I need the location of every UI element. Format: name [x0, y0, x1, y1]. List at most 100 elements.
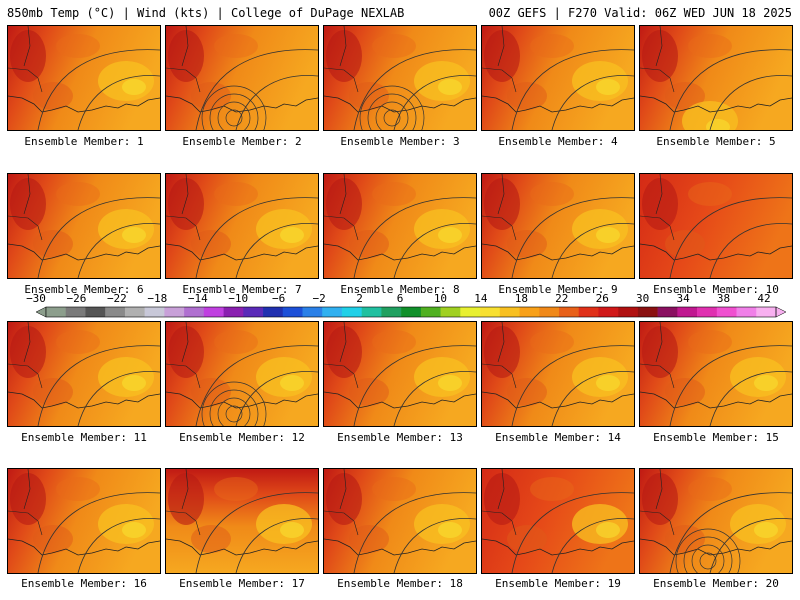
state-border [8, 322, 43, 389]
ensemble-member-map[interactable] [7, 25, 161, 131]
ensemble-member-map[interactable] [165, 173, 319, 279]
temperature-contour-fill [10, 326, 46, 378]
height-contour [669, 345, 792, 426]
height-contour [669, 197, 792, 278]
ensemble-member-label: Ensemble Member: 19 [495, 577, 621, 590]
temperature-contour-fill [326, 326, 362, 378]
temperature-contour-fill [33, 230, 73, 258]
ensemble-member-map[interactable] [323, 321, 477, 427]
colorbar-swatch [697, 307, 718, 317]
colorbar-tick-label: −18 [147, 292, 168, 305]
temperature-contour-fill [484, 326, 520, 378]
ensemble-member-map[interactable] [639, 25, 793, 131]
colorbar-swatch [105, 307, 126, 317]
temperature-contour-fill [414, 357, 470, 397]
temperature-contour-fill [572, 357, 628, 397]
ensemble-member-map[interactable] [481, 321, 635, 427]
ensemble-member-label: Ensemble Member: 14 [495, 431, 621, 444]
colorbar-swatch [243, 307, 264, 317]
temperature-contour-fill [438, 375, 462, 391]
ensemble-member-map[interactable] [639, 468, 793, 574]
temperature-contour-fill [665, 230, 705, 258]
temperature-contour-fill [56, 34, 100, 58]
height-contour [195, 345, 318, 426]
temperature-contour-fill [349, 378, 389, 406]
temperature-contour-fill [256, 504, 312, 544]
cyclone-contour [209, 93, 259, 130]
height-contour [511, 345, 634, 426]
ensemble-member-label: Ensemble Member: 2 [182, 135, 302, 148]
ensemble-member-map[interactable] [323, 25, 477, 131]
ensemble-member-map[interactable] [165, 321, 319, 427]
ensemble-member-map[interactable] [481, 173, 635, 279]
state-border [166, 322, 201, 389]
colorbar-swatch [440, 307, 461, 317]
ensemble-member-map[interactable] [165, 25, 319, 131]
height-contour [551, 371, 634, 426]
height-contour [37, 345, 160, 426]
temperature-contour-fill [122, 375, 146, 391]
cyclone-contour [359, 85, 425, 130]
colorbar-tick-label: 34 [676, 292, 690, 305]
height-contour [195, 49, 318, 130]
temperature-contour-fill [33, 82, 73, 110]
colorbar-swatch [499, 307, 520, 317]
height-contour [235, 371, 318, 426]
temperature-contour-fill [280, 522, 304, 538]
temperature-contour-fill [56, 182, 100, 206]
ensemble-member-label: Ensemble Member: 7 [182, 283, 302, 296]
colorbar-swatch [578, 307, 599, 317]
ensemble-member-map[interactable] [639, 173, 793, 279]
temperature-contour-fill [349, 525, 389, 553]
temperature-contour-fill [168, 30, 204, 82]
colorbar-swatch [539, 307, 560, 317]
temperature-contour-fill [56, 477, 100, 501]
state-border [166, 469, 201, 536]
temperature-contour-fill [665, 378, 705, 406]
colorbar-arrow-right [775, 306, 786, 318]
height-contour [37, 197, 160, 278]
temperature-contour-fill [372, 182, 416, 206]
ensemble-member-map[interactable] [323, 468, 477, 574]
temperature-contour-fill [438, 522, 462, 538]
ensemble-member-map[interactable] [481, 468, 635, 574]
temperature-contour-fill [414, 504, 470, 544]
temperature-contour-fill [280, 375, 304, 391]
ensemble-member-map[interactable] [7, 468, 161, 574]
ensemble-member-label: Ensemble Member: 17 [179, 577, 305, 590]
temperature-contour-fill [688, 182, 732, 206]
ensemble-member-map[interactable] [481, 25, 635, 131]
ensemble-member-map[interactable] [7, 321, 161, 427]
cyclone-contour [225, 405, 243, 423]
colorbar-tick-label: 18 [514, 292, 528, 305]
temperature-contour-fill [754, 375, 778, 391]
temperature-contour-fill [596, 79, 620, 95]
temperature-contour-fill [33, 378, 73, 406]
colorbar-tick-label: −10 [228, 292, 249, 305]
temperature-contour-fill [688, 477, 732, 501]
state-border [8, 26, 43, 93]
temperature-contour-fill [642, 30, 678, 82]
state-border [8, 174, 43, 241]
height-contour [551, 75, 634, 130]
height-contour [511, 49, 634, 130]
temperature-contour-fill [122, 522, 146, 538]
temperature-contour-fill [98, 61, 154, 101]
colorbar-tick-label: 30 [636, 292, 650, 305]
colorbar-labels: −30 −26 −22 −18 −14 −10 −6 −2 2 6 10 14 18 22 26 30 34 38… [0, 293, 800, 305]
ensemble-member-map[interactable] [639, 321, 793, 427]
ensemble-member-map[interactable] [323, 173, 477, 279]
ensemble-member-map[interactable] [7, 173, 161, 279]
ensemble-member-map[interactable] [165, 468, 319, 574]
colorbar-swatch [164, 307, 185, 317]
temperature-contour-fill [168, 326, 204, 378]
temperature-contour-fill [665, 82, 705, 110]
state-border [324, 26, 359, 93]
height-contour [669, 49, 792, 130]
temperature-contour-fill [414, 209, 470, 249]
height-contour [709, 518, 792, 573]
colorbar-swatch [618, 307, 639, 317]
temperature-contour-fill [214, 34, 258, 58]
temperature-contour-fill [507, 230, 547, 258]
colorbar-swatch [558, 307, 579, 317]
